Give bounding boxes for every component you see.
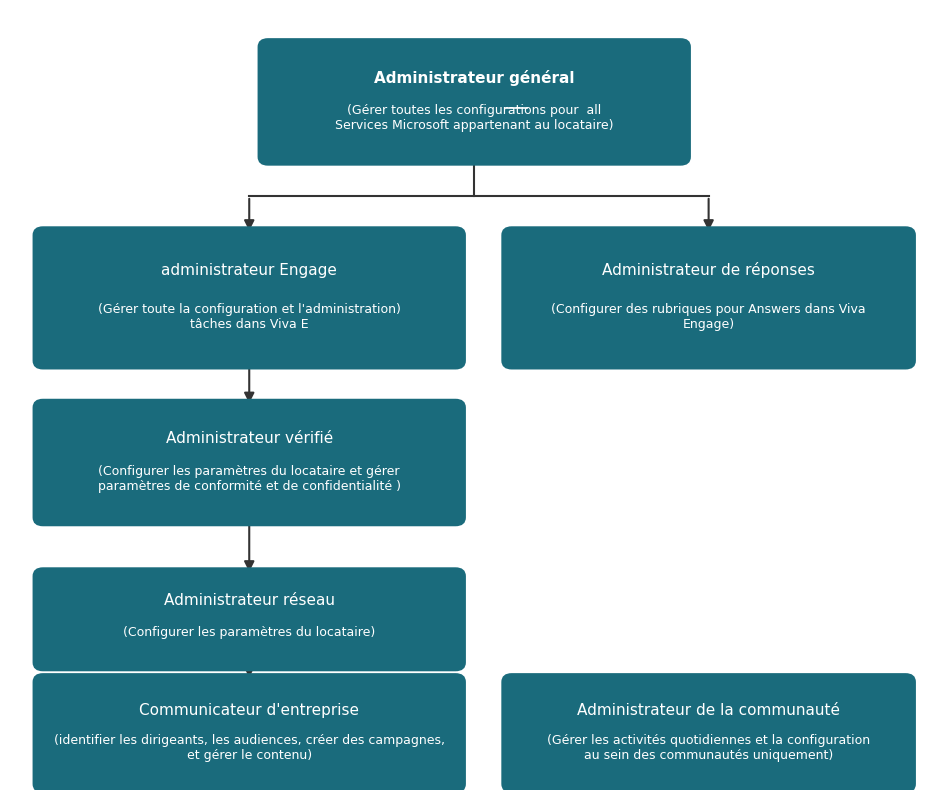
FancyBboxPatch shape [503, 228, 915, 368]
Text: Administrateur général: Administrateur général [374, 70, 574, 86]
Text: (Configurer des rubriques pour Answers dans Viva
Engage): (Configurer des rubriques pour Answers d… [552, 303, 866, 331]
Text: Communicateur d'entreprise: Communicateur d'entreprise [140, 703, 359, 718]
Text: (Configurer les paramètres du locataire): (Configurer les paramètres du locataire) [124, 626, 375, 639]
Text: (Gérer toute la configuration et l'administration)
tâches dans Viva E: (Gérer toute la configuration et l'admin… [98, 303, 401, 331]
FancyBboxPatch shape [34, 228, 465, 368]
FancyBboxPatch shape [258, 40, 690, 164]
Text: (Gérer toutes les configurations pour  all
Services Microsoft appartenant au loc: (Gérer toutes les configurations pour al… [335, 104, 614, 133]
Text: (identifier les dirigeants, les audiences, créer des campagnes,
et gérer le cont: (identifier les dirigeants, les audience… [54, 734, 445, 762]
Text: Administrateur réseau: Administrateur réseau [164, 592, 335, 608]
Text: Administrateur de réponses: Administrateur de réponses [603, 262, 815, 278]
Text: Administrateur de la communauté: Administrateur de la communauté [577, 703, 840, 718]
Text: administrateur Engage: administrateur Engage [161, 263, 338, 278]
FancyBboxPatch shape [34, 674, 465, 790]
FancyBboxPatch shape [503, 674, 915, 790]
FancyBboxPatch shape [34, 400, 465, 525]
Text: (Configurer les paramètres du locataire et gérer
paramètres de conformité et de : (Configurer les paramètres du locataire … [98, 465, 401, 493]
Text: (Gérer les activités quotidiennes et la configuration
au sein des communautés un: (Gérer les activités quotidiennes et la … [547, 734, 870, 762]
Text: Administrateur vérifié: Administrateur vérifié [166, 431, 333, 446]
FancyBboxPatch shape [34, 568, 465, 670]
